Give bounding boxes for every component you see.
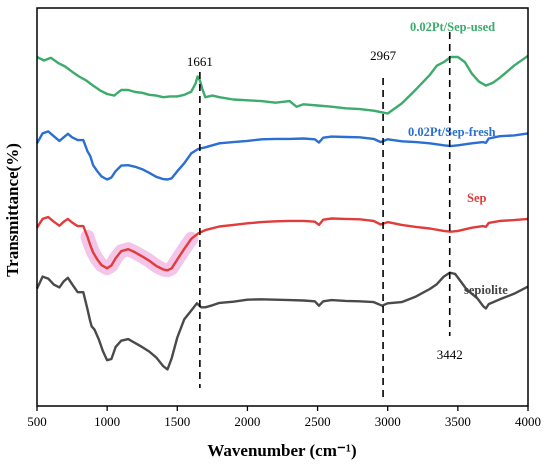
x-tick-label-3500: 3500 [445, 414, 471, 429]
x-axis-title: Wavenumber (cm⁻¹) [207, 441, 356, 460]
series-line-used [36, 54, 529, 115]
x-tick-label-500: 500 [27, 414, 47, 429]
series-line-sepiolite [35, 271, 529, 371]
y-axis-title: Transmittance(%) [3, 143, 22, 277]
annotation-label-1661: 1661 [187, 54, 213, 69]
series-line-sep [35, 215, 529, 272]
x-axis-ticks: 500 1000 1500 2000 2500 3000 3500 4000 [27, 406, 541, 429]
series-line-fresh [35, 130, 529, 181]
series-layer [35, 54, 529, 371]
annotation-label-3442: 3442 [437, 347, 463, 362]
x-tick-label-1500: 1500 [164, 414, 190, 429]
plot-frame [36, 7, 529, 407]
x-tick-label-4000: 4000 [515, 414, 541, 429]
annotation-label-2967: 2967 [370, 48, 397, 63]
legend-label-fresh: 0.02Pt/Sep-fresh [408, 125, 496, 139]
x-tick-label-2500: 2500 [305, 414, 331, 429]
legend-label-sep: Sep [467, 191, 487, 205]
annotation-layer: 1661 2967 3442 [187, 32, 463, 398]
x-tick-label-1000: 1000 [94, 414, 120, 429]
legend-label-sepiolite: sepiolite [464, 283, 508, 297]
x-tick-label-3000: 3000 [375, 414, 401, 429]
legend-label-used: 0.02Pt/Sep-used [410, 20, 495, 34]
x-tick-label-2000: 2000 [234, 414, 260, 429]
